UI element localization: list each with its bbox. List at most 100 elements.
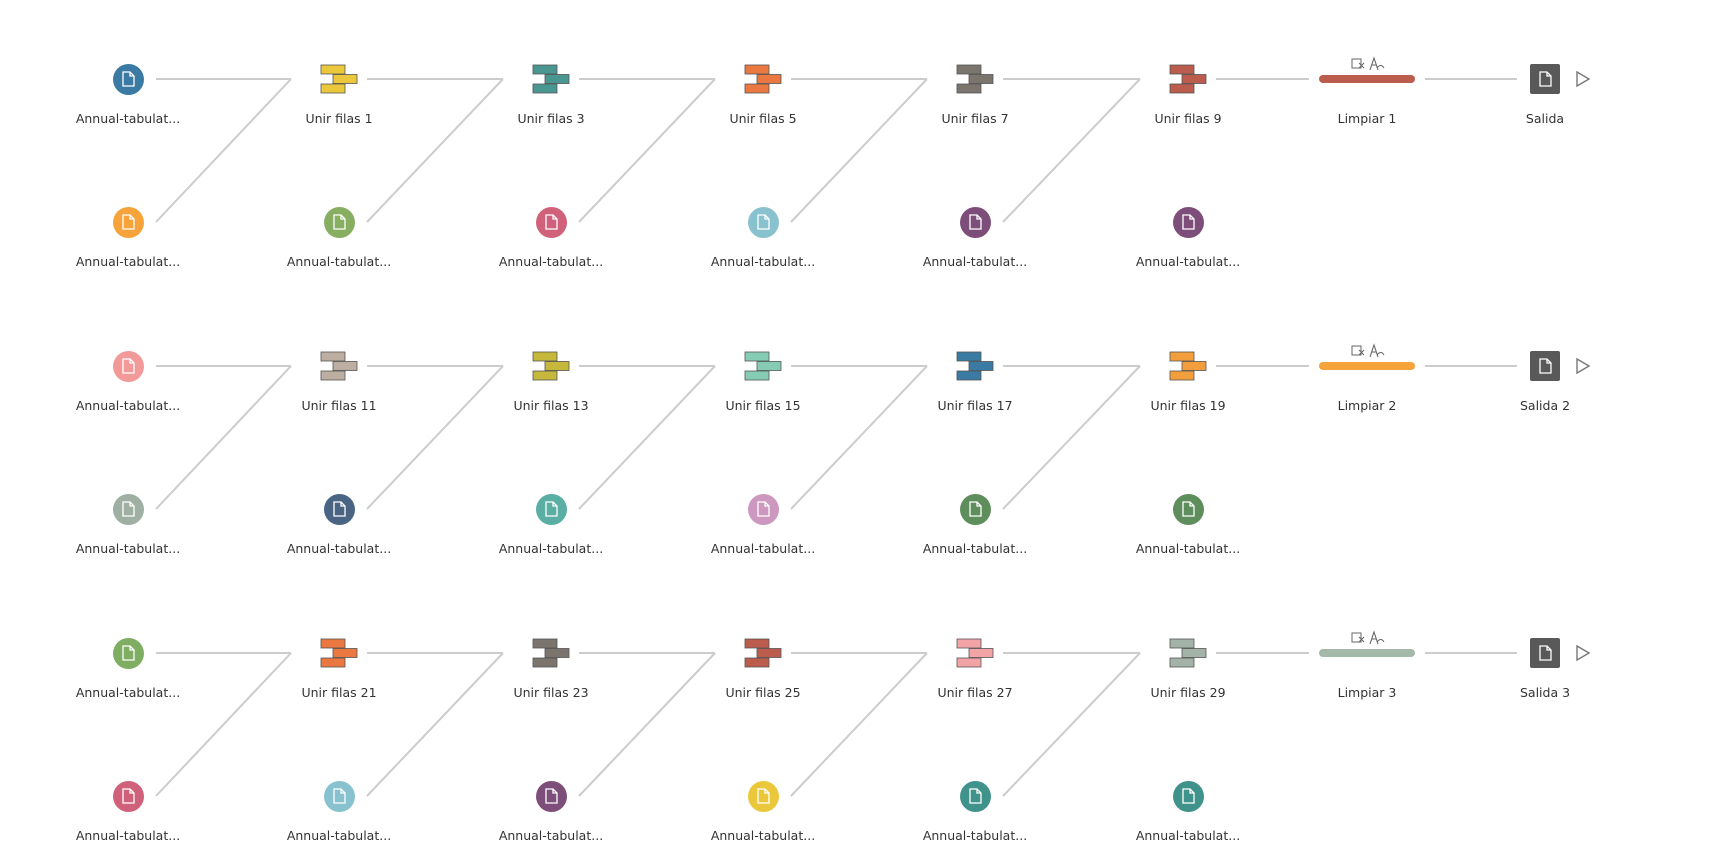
input-label: Annual-tabulat... xyxy=(498,828,604,843)
union-label: Unir filas 1 xyxy=(305,111,373,126)
link xyxy=(790,78,928,223)
link xyxy=(366,78,504,223)
union-icon xyxy=(1169,64,1207,94)
union-label: Unir filas 29 xyxy=(1150,685,1226,700)
union-step[interactable] xyxy=(320,351,358,381)
input-label: Annual-tabulat... xyxy=(75,828,181,843)
input-label: Annual-tabulat... xyxy=(710,254,816,269)
input-label: Annual-tabulat... xyxy=(75,541,181,556)
input-node[interactable] xyxy=(535,780,567,812)
input-label: Annual-tabulat... xyxy=(710,828,816,843)
run-flow-icon[interactable] xyxy=(1575,357,1591,375)
union-icon xyxy=(1169,351,1207,381)
input-node[interactable] xyxy=(747,206,779,238)
output-step[interactable] xyxy=(1530,64,1560,94)
output-label: Salida 2 xyxy=(1519,398,1571,413)
union-icon xyxy=(320,64,358,94)
input-node[interactable] xyxy=(112,780,144,812)
input-label: Annual-tabulat... xyxy=(922,254,1028,269)
input-node[interactable] xyxy=(112,493,144,525)
union-label: Unir filas 21 xyxy=(301,685,377,700)
clean-step-icon xyxy=(1350,341,1390,361)
union-icon xyxy=(532,64,570,94)
union-icon xyxy=(744,64,782,94)
input-label: Annual-tabulat... xyxy=(286,254,392,269)
input-label: Annual-tabulat... xyxy=(1135,828,1241,843)
input-node[interactable] xyxy=(112,637,144,669)
input-node[interactable] xyxy=(535,493,567,525)
input-node[interactable] xyxy=(535,206,567,238)
union-icon xyxy=(956,638,994,668)
input-label: Annual-tabulat... xyxy=(75,111,181,126)
input-label: Annual-tabulat... xyxy=(498,254,604,269)
input-label: Annual-tabulat... xyxy=(286,828,392,843)
input-node[interactable] xyxy=(112,206,144,238)
union-step[interactable] xyxy=(1169,638,1207,668)
clean-label: Limpiar 1 xyxy=(1337,111,1397,126)
union-step[interactable] xyxy=(956,351,994,381)
union-label: Unir filas 19 xyxy=(1150,398,1226,413)
output-label: Salida 3 xyxy=(1519,685,1571,700)
input-label: Annual-tabulat... xyxy=(75,254,181,269)
clean-step[interactable] xyxy=(1319,362,1415,370)
input-node[interactable] xyxy=(959,780,991,812)
union-step[interactable] xyxy=(744,351,782,381)
input-label: Annual-tabulat... xyxy=(498,541,604,556)
union-step[interactable] xyxy=(532,64,570,94)
union-step[interactable] xyxy=(532,638,570,668)
input-label: Annual-tabulat... xyxy=(922,828,1028,843)
union-icon xyxy=(956,64,994,94)
clean-label: Limpiar 3 xyxy=(1337,685,1397,700)
union-icon xyxy=(320,351,358,381)
run-flow-icon[interactable] xyxy=(1575,70,1591,88)
output-step[interactable] xyxy=(1530,638,1560,668)
input-label: Annual-tabulat... xyxy=(1135,254,1241,269)
output-step[interactable] xyxy=(1530,351,1560,381)
union-label: Unir filas 3 xyxy=(517,111,585,126)
union-icon xyxy=(320,638,358,668)
clean-step[interactable] xyxy=(1319,649,1415,657)
run-flow-icon[interactable] xyxy=(1575,644,1591,662)
union-step[interactable] xyxy=(1169,351,1207,381)
union-icon xyxy=(532,638,570,668)
link xyxy=(578,652,716,797)
input-label: Annual-tabulat... xyxy=(922,541,1028,556)
link xyxy=(578,365,716,510)
input-node[interactable] xyxy=(112,350,144,382)
union-label: Unir filas 27 xyxy=(937,685,1013,700)
union-step[interactable] xyxy=(532,351,570,381)
union-label: Unir filas 23 xyxy=(513,685,589,700)
input-node[interactable] xyxy=(959,493,991,525)
input-node[interactable] xyxy=(747,493,779,525)
union-label: Unir filas 15 xyxy=(725,398,801,413)
link xyxy=(790,652,928,797)
input-node[interactable] xyxy=(1172,206,1204,238)
clean-step[interactable] xyxy=(1319,75,1415,83)
union-step[interactable] xyxy=(320,638,358,668)
input-label: Annual-tabulat... xyxy=(1135,541,1241,556)
input-node[interactable] xyxy=(112,63,144,95)
union-step[interactable] xyxy=(320,64,358,94)
union-step[interactable] xyxy=(744,638,782,668)
union-step[interactable] xyxy=(956,638,994,668)
union-label: Unir filas 17 xyxy=(937,398,1013,413)
input-node[interactable] xyxy=(1172,780,1204,812)
input-node[interactable] xyxy=(323,780,355,812)
input-node[interactable] xyxy=(323,493,355,525)
input-node[interactable] xyxy=(323,206,355,238)
union-step[interactable] xyxy=(1169,64,1207,94)
union-step[interactable] xyxy=(744,64,782,94)
clean-step-icon xyxy=(1350,628,1390,648)
input-node[interactable] xyxy=(1172,493,1204,525)
union-step[interactable] xyxy=(956,64,994,94)
link xyxy=(155,365,292,510)
union-label: Unir filas 13 xyxy=(513,398,589,413)
union-icon xyxy=(744,638,782,668)
link xyxy=(578,78,716,223)
link xyxy=(155,652,292,797)
input-node[interactable] xyxy=(747,780,779,812)
input-node[interactable] xyxy=(959,206,991,238)
input-label: Annual-tabulat... xyxy=(710,541,816,556)
link xyxy=(155,78,292,223)
